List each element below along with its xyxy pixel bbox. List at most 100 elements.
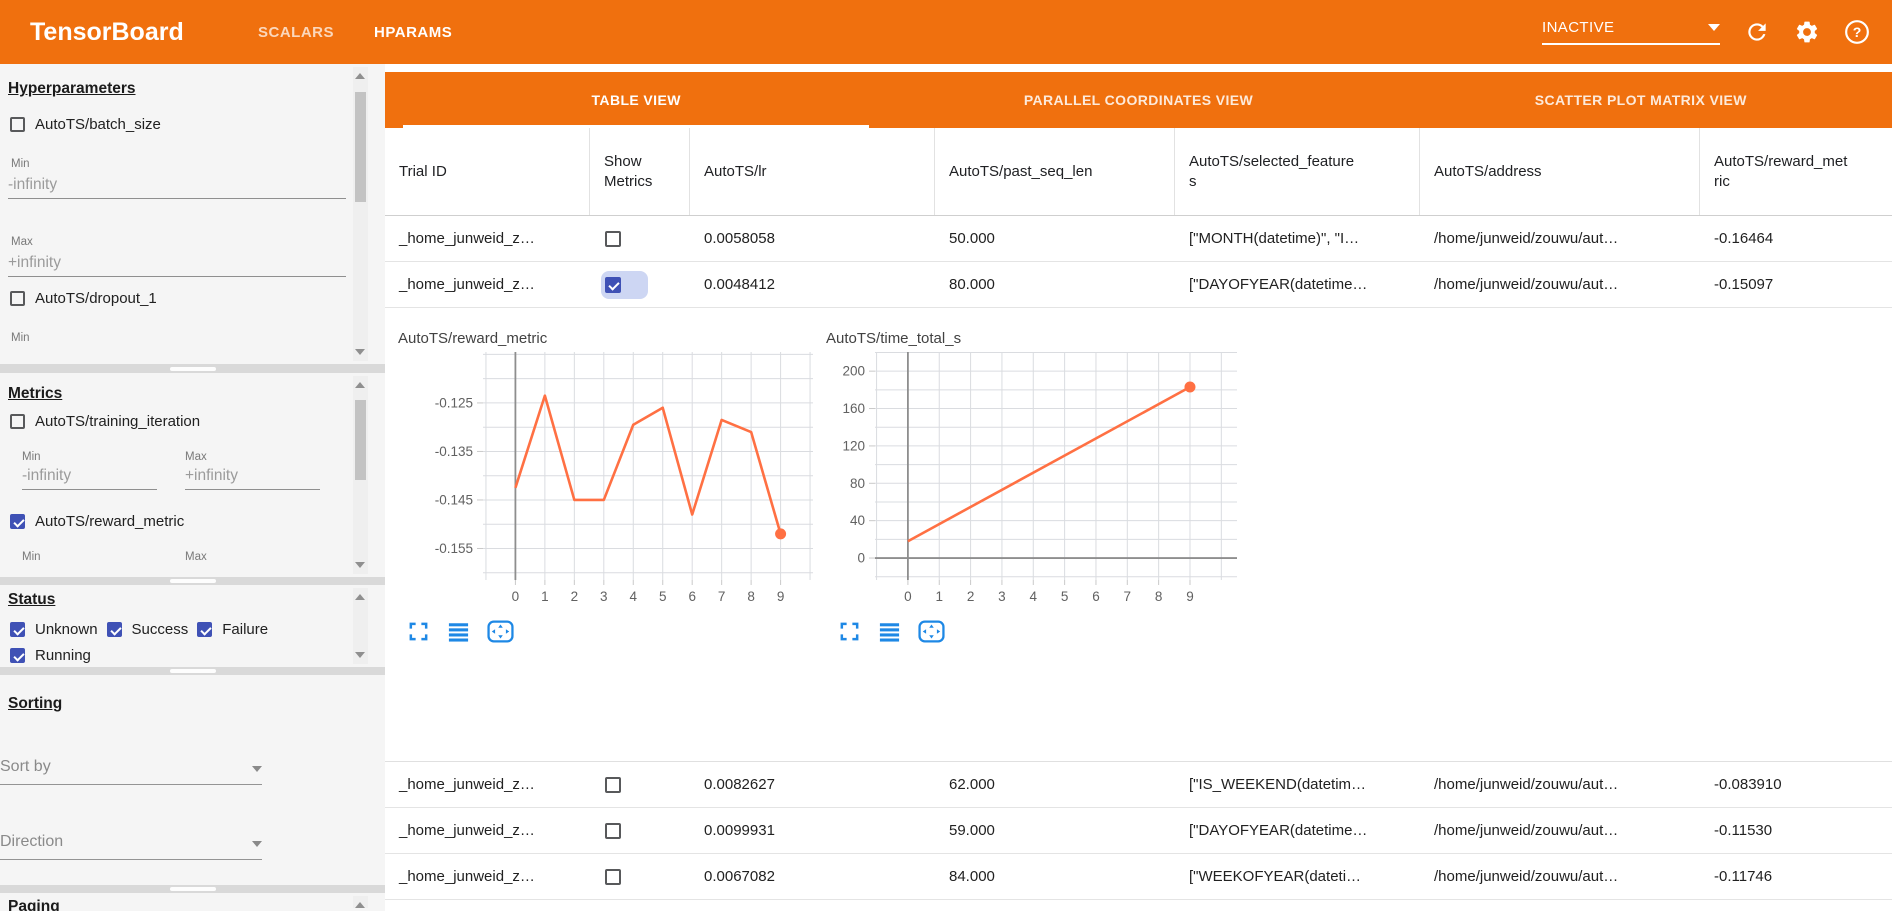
list-icon[interactable] — [447, 620, 470, 643]
drag-handle-icon — [169, 887, 216, 891]
address-cell: /home/junweid/zouwu/aut… — [1434, 230, 1619, 247]
reward-metric-chart: -0.125 -0.135 -0.145 -0.155 0 1 2 3 4 5 6 7 8 9 — [398, 336, 818, 621]
column-header-trial-id: Trial ID — [385, 128, 590, 215]
direction-select[interactable]: Direction — [0, 833, 262, 860]
scroll-up-icon[interactable] — [355, 382, 365, 388]
scrollbar-thumb[interactable] — [355, 400, 366, 480]
min-label: Min — [22, 451, 41, 463]
help-icon[interactable]: ? — [1844, 19, 1870, 45]
section-scrollbar[interactable] — [353, 376, 368, 574]
status-label: Running — [35, 647, 91, 664]
status-failure-row[interactable]: Failure — [197, 621, 268, 638]
list-icon[interactable] — [878, 620, 901, 643]
tab-scalars[interactable]: SCALARS — [258, 23, 335, 41]
checkbox-icon[interactable] — [10, 514, 25, 529]
checkbox-icon[interactable] — [10, 414, 25, 429]
tab-table-view[interactable]: TABLE VIEW — [385, 72, 887, 128]
chevron-down-icon — [252, 841, 262, 847]
svg-text:200: 200 — [842, 364, 865, 379]
max-label: Max — [11, 236, 33, 248]
column-header-address: AutoTS/address — [1420, 128, 1700, 215]
show-metrics-checkbox[interactable] — [605, 230, 621, 247]
reward-metric-cell: -0.15097 — [1714, 276, 1774, 293]
svg-text:4: 4 — [630, 589, 638, 604]
row-metrics-expansion: AutoTS/reward_metric -0.125 -0.135 -0.145-… — [385, 308, 1892, 762]
address-cell: /home/junweid/zouwu/aut… — [1434, 868, 1619, 885]
scrollbar-thumb[interactable] — [355, 92, 366, 202]
table-row: _home_junweid_z… 0.0048412 80.000 ["DAYO… — [385, 262, 1892, 308]
checkbox-icon[interactable] — [10, 291, 25, 306]
show-metrics-checkbox[interactable] — [605, 822, 621, 839]
column-header-show-metrics: Show Metrics — [590, 128, 690, 215]
tab-parallel-coordinates-view[interactable]: PARALLEL COORDINATES VIEW — [1023, 92, 1254, 108]
lr-cell: 0.0058058 — [704, 230, 775, 247]
fullscreen-icon[interactable] — [838, 620, 861, 643]
scroll-down-icon[interactable] — [355, 652, 365, 658]
max-input[interactable]: +infinity — [8, 254, 346, 277]
min-label: Min — [11, 158, 30, 170]
tab-hparams[interactable]: HPARAMS — [374, 23, 453, 41]
max-input[interactable]: +infinity — [185, 467, 320, 490]
status-running-row[interactable]: Running — [10, 647, 91, 664]
status-unknown-row[interactable]: Unknown — [10, 621, 98, 638]
min-input[interactable]: -infinity — [8, 176, 346, 199]
scroll-down-icon[interactable] — [355, 562, 365, 568]
metric-label: AutoTS/reward_metric — [35, 513, 185, 530]
svg-text:7: 7 — [1124, 589, 1132, 604]
section-scrollbar[interactable] — [353, 67, 368, 361]
checkbox-icon[interactable] — [10, 622, 25, 637]
refresh-icon[interactable] — [1744, 19, 1770, 45]
drag-handle-icon — [169, 579, 216, 583]
section-scrollbar[interactable] — [353, 588, 368, 664]
show-metrics-cell — [590, 216, 690, 261]
checkbox-icon[interactable] — [106, 622, 122, 637]
checkbox-icon[interactable] — [197, 622, 213, 637]
hparam-label: AutoTS/dropout_1 — [35, 290, 157, 307]
trial-id-cell: _home_junweid_z… — [399, 868, 535, 885]
scroll-up-icon[interactable] — [355, 594, 365, 600]
show-metrics-checkbox[interactable] — [605, 276, 621, 293]
checkbox-icon[interactable] — [10, 117, 25, 132]
trial-id-cell: _home_junweid_z… — [399, 776, 535, 793]
metric-training-iteration-row[interactable]: AutoTS/training_iteration — [10, 413, 200, 430]
show-metrics-checkbox[interactable] — [605, 868, 621, 885]
table-row: _home_junweid_z… 0.0058058 50.000 ["MONT… — [385, 216, 1892, 262]
scroll-down-icon[interactable] — [355, 349, 365, 355]
selected-features-cell: ["DAYOFYEAR(datetime… — [1189, 276, 1368, 293]
show-metrics-checkbox[interactable] — [605, 776, 621, 793]
section-resize-handle[interactable] — [0, 667, 385, 675]
tab-scatter-plot-matrix-view[interactable]: SCATTER PLOT MATRIX VIEW — [1534, 92, 1747, 108]
past-seq-len-cell: 62.000 — [949, 776, 995, 793]
fullscreen-icon[interactable] — [407, 620, 430, 643]
section-resize-handle[interactable] — [0, 577, 385, 585]
status-checkbox-row: Unknown Success Failure — [10, 621, 268, 638]
selected-features-cell: ["IS_WEEKEND(datetim… — [1189, 776, 1367, 793]
reward-metric-cell: -0.16464 — [1714, 230, 1774, 247]
view-tabs: TABLE VIEW PARALLEL COORDINATES VIEW SCA… — [385, 72, 1892, 128]
scroll-up-icon[interactable] — [355, 73, 365, 79]
section-resize-handle[interactable] — [0, 364, 385, 373]
section-resize-handle[interactable] — [0, 885, 385, 893]
checkbox-icon[interactable] — [10, 648, 25, 663]
hparam-batch-size-row[interactable]: AutoTS/batch_size — [10, 116, 161, 133]
pan-icon[interactable] — [918, 620, 945, 643]
section-title: Status — [8, 591, 56, 608]
section-title: Hyperparameters — [8, 80, 136, 97]
direction-value: Direction — [0, 833, 64, 850]
min-input[interactable]: -infinity — [22, 467, 157, 490]
settings-icon[interactable] — [1794, 19, 1820, 45]
hparam-dropout-row[interactable]: AutoTS/dropout_1 — [10, 290, 157, 307]
sidebar-section-sorting: Sorting Sort by Direction — [0, 675, 385, 885]
metric-reward-metric-row[interactable]: AutoTS/reward_metric — [10, 513, 184, 530]
status-success-row[interactable]: Success — [106, 621, 188, 638]
section-scrollbar[interactable] — [353, 896, 368, 908]
table-row: _home_junweid_z… 0.0099931 59.000 ["DAYO… — [385, 808, 1892, 854]
reload-mode-select[interactable]: INACTIVE — [1542, 19, 1720, 45]
header-actions: INACTIVE ? — [1542, 19, 1870, 45]
scroll-up-icon[interactable] — [355, 902, 365, 908]
past-seq-len-cell: 84.000 — [949, 868, 995, 885]
sort-by-select[interactable]: Sort by — [0, 758, 262, 785]
svg-text:-0.145: -0.145 — [435, 492, 473, 507]
chart-title: AutoTS/time_total_s — [826, 330, 962, 347]
pan-icon[interactable] — [487, 620, 514, 643]
